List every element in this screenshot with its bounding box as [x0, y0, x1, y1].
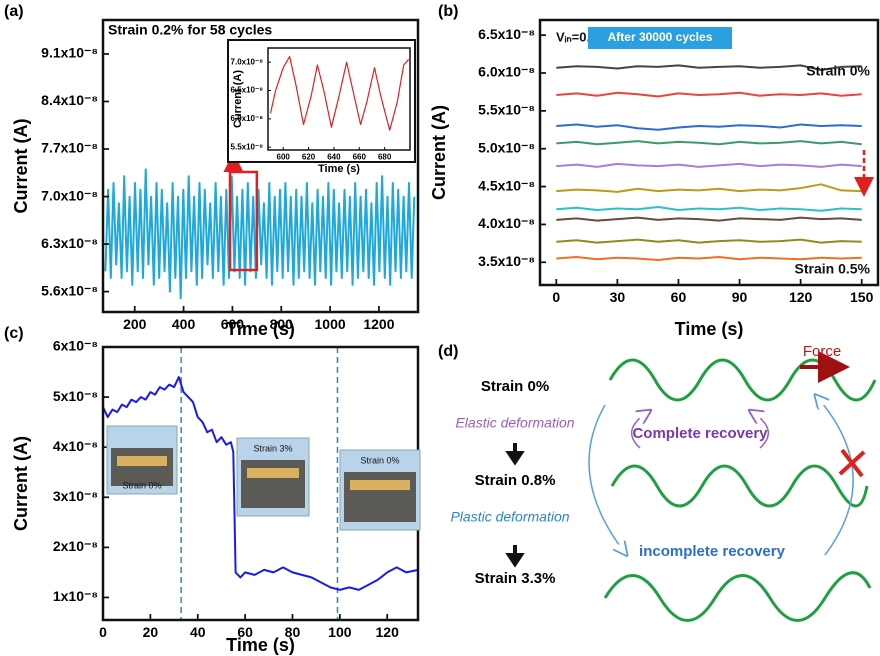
y-tick-label: 5.6x10⁻⁸ [41, 282, 98, 298]
annotation: After 30000 cycles [608, 30, 713, 44]
x-tick-label: 620 [302, 153, 316, 162]
photo-content [241, 460, 305, 508]
recovery-arrow [589, 405, 625, 553]
x-tick-label: 90 [732, 289, 748, 305]
x-tick-label: 200 [123, 316, 147, 332]
y-tick-label: 9.1x10⁻⁸ [41, 45, 98, 61]
chart: 1x10⁻⁸ 2x10⁻⁸ 3x10⁻⁸ 4x10⁻⁸ 5x10⁻⁸ 6x10⁻⁸ 0 20 4… [4, 325, 420, 655]
y-tick-label: 5.0x10⁻⁸ [478, 139, 535, 155]
recovery-label: Complete recovery [632, 425, 768, 442]
x-tick-label: 660 [353, 153, 367, 162]
y-tick-label: 3x10⁻⁸ [53, 488, 98, 504]
y-axis-label: Current (A) [232, 70, 244, 128]
y-axis-label: Current (A) [11, 436, 31, 531]
y-tick-label: 7.7x10⁻⁸ [41, 140, 98, 156]
y-tick-label: 1x10⁻⁸ [53, 588, 98, 604]
y-tick-label: 6x10⁻⁸ [53, 338, 98, 354]
recovery-arrow [817, 397, 853, 555]
x-axis-label: Time (s) [318, 163, 360, 175]
down-arrow [509, 545, 521, 564]
figure: (d) Strain 0% Elastic deformation Strain… [0, 0, 880, 656]
data-line [556, 125, 861, 130]
y-tick-label: 7.0x10⁻⁸ [41, 187, 98, 203]
data-line [556, 141, 861, 144]
photo-content [344, 472, 416, 522]
panel-label: (c) [4, 325, 24, 342]
x-tick-label: 600 [277, 153, 291, 162]
photo-caption: Strain 0% [360, 455, 399, 465]
x-tick-label: 30 [610, 289, 626, 305]
x-tick-label: 1200 [363, 316, 394, 332]
x-tick-label: 0 [99, 624, 107, 640]
panel-d: (d) Strain 0% Elastic deformation Strain… [438, 343, 875, 621]
x-tick-label: 40 [190, 624, 206, 640]
y-tick-label: 4.5x10⁻⁸ [478, 177, 535, 193]
state-label: Strain 0.8% [475, 472, 556, 489]
chart: 3.5x10⁻⁸ 4.0x10⁻⁸ 4.5x10⁻⁸ 5.0x10⁻⁸ 5.5x10⁻⁸… [429, 3, 878, 339]
recovery-label: incomplete recovery [639, 543, 786, 560]
data-line [105, 169, 414, 298]
panel-label: (b) [438, 3, 458, 20]
wire-wave [605, 573, 870, 621]
y-tick-label: 5.5x10⁻⁸ [478, 102, 535, 118]
photo-content [350, 480, 410, 490]
transition-label: Plastic deformation [450, 509, 569, 525]
x-tick-label: 680 [378, 153, 392, 162]
y-axis-label: Current (A) [11, 119, 31, 214]
y-tick-label: 5x10⁻⁸ [53, 388, 98, 404]
data-line [556, 207, 861, 211]
y-tick-label: 6.5x10⁻⁸ [478, 26, 535, 42]
data-line [556, 257, 861, 260]
force-label: Force [803, 343, 841, 360]
data-line [556, 93, 861, 97]
photo-content [247, 468, 299, 478]
y-tick-label: 4x10⁻⁸ [53, 438, 98, 454]
state-label: Strain 0% [481, 378, 549, 395]
y-tick-label: 4.0x10⁻⁸ [478, 215, 535, 231]
transition-label: Elastic deformation [455, 415, 574, 431]
x-tick-label: 100 [328, 624, 352, 640]
data-line [556, 218, 861, 221]
x-axis-label: Time (s) [226, 635, 295, 655]
chart-title: Strain 0.2% for 58 cycles [108, 22, 272, 38]
state-label: Strain 3.3% [475, 570, 556, 587]
photo-content [117, 456, 167, 466]
data-line [556, 184, 861, 192]
photo-caption: Strain 3% [253, 443, 292, 453]
y-tick-label: 6.3x10⁻⁸ [41, 235, 98, 251]
x-tick-label: 120 [376, 624, 400, 640]
x-tick-label: 150 [850, 289, 874, 305]
y-tick-label: 2x10⁻⁸ [53, 538, 98, 554]
panel-label: (d) [438, 343, 458, 360]
x-tick-label: 0 [552, 289, 560, 305]
x-tick-label: 1000 [315, 316, 346, 332]
data-line [556, 240, 861, 243]
y-axis-label: Current (A) [429, 105, 449, 200]
wire-wave [612, 466, 867, 506]
x-tick-label: 640 [327, 153, 341, 162]
down-arrow [509, 443, 521, 462]
y-tick-label: 5.5x10⁻⁸ [231, 142, 264, 151]
annotation: Strain 0.5% [795, 261, 871, 277]
y-tick-label: 3.5x10⁻⁸ [478, 253, 535, 269]
x-tick-label: 60 [671, 289, 687, 305]
x-axis-label: Time (s) [226, 319, 295, 339]
x-tick-label: 120 [789, 289, 813, 305]
panel-label: (a) [4, 3, 24, 20]
y-tick-label: 8.4x10⁻⁸ [41, 92, 98, 108]
data-line [556, 164, 861, 167]
photo-caption: Strain 0% [122, 480, 161, 490]
y-tick-label: 7.0x10⁻⁸ [231, 57, 264, 66]
y-tick-label: 6.0x10⁻⁸ [478, 64, 535, 80]
x-axis-label: Time (s) [675, 319, 744, 339]
x-tick-label: 20 [143, 624, 159, 640]
plot-frame [540, 20, 878, 285]
x-tick-label: 400 [172, 316, 196, 332]
annotation: Strain 0% [806, 63, 870, 79]
